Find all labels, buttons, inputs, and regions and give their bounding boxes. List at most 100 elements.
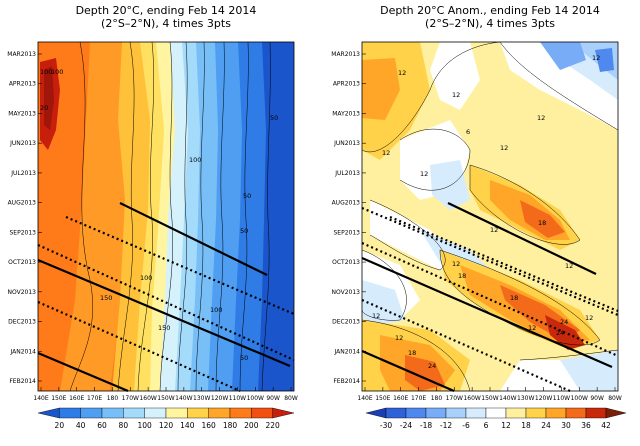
left-xtick-label: 150W: [157, 395, 174, 402]
right-dotted-line-4: [361, 206, 619, 317]
right-colorbar-swatch: [525, 407, 547, 419]
right-ytick-label: JAN2014: [333, 348, 360, 355]
left-xtick-label: 160E: [69, 395, 84, 402]
right-colorbar-swatch: [585, 407, 607, 419]
right-dotted-line-1: [389, 215, 619, 313]
left-ytick-label: NOV2013: [8, 289, 37, 296]
right-colorbar-label: 36: [581, 421, 591, 430]
right-ytick-label: JUN2013: [333, 140, 360, 147]
right-ytick-label: NOV2013: [332, 289, 361, 296]
left-clabel-7: 50: [270, 114, 278, 122]
left-colorbar-swatch: [208, 407, 231, 419]
right-clabel-18: 12: [585, 314, 593, 322]
right-colorbar-label: -12: [440, 421, 452, 430]
left-title-2: (2°S–2°N), 4 times 3pts: [101, 17, 231, 30]
left-ytick-label: JUL2013: [10, 170, 36, 177]
left-clabel-6: 100: [140, 274, 152, 282]
left-colorbar-label: 220: [266, 421, 281, 430]
right-dotted-line-3: [361, 241, 619, 358]
right-clabel-11: 18: [458, 272, 466, 280]
left-xtick-label: 90W: [266, 395, 280, 402]
left-ytick-label: SEP2013: [10, 229, 37, 236]
right-clabel-7: 12: [490, 226, 498, 234]
left-contours: [69, 42, 271, 391]
left-clabel-2: 150: [158, 324, 170, 332]
right-clabel-4: 12: [500, 144, 508, 152]
left-colorbar-swatch: [165, 407, 188, 419]
left-clabel-11: 20: [40, 104, 48, 112]
right-xtick-label: 140E: [357, 395, 372, 402]
left-xtick-label: 110W: [229, 395, 246, 402]
right-colorbar-swatch: [565, 407, 587, 419]
right-ytick-label: JUL2013: [334, 170, 360, 177]
right-colorbar-swatch: [405, 407, 427, 419]
left-title-1: Depth 20°C, ending Feb 14 2014: [76, 4, 257, 17]
left-clabel-1: 100: [210, 306, 222, 314]
right-clabel-8: 18: [538, 219, 546, 227]
right-ytick-label: APR2013: [333, 81, 360, 88]
right-xtick-label: 150E: [375, 395, 390, 402]
right-clabel-20: 24: [556, 329, 564, 337]
right-plot-area: [362, 42, 618, 391]
right-clabel-15: 24: [428, 362, 436, 370]
left-xtick-label: 160W: [139, 395, 156, 402]
right-clabel-17: 18: [408, 349, 416, 357]
left-clabel-8: 150: [100, 294, 112, 302]
left-panel: Depth 20°C, ending Feb 14 2014 (2°S–2°N)…: [7, 4, 298, 430]
left-colorbar-label: 120: [159, 421, 174, 430]
left-clabel-3: 50: [243, 192, 251, 200]
left-xtick-label: 140E: [33, 395, 48, 402]
right-colorbar-swatch: [445, 407, 467, 419]
right-xtick-label: 130W: [517, 395, 534, 402]
right-ytick-label: MAR2013: [331, 51, 360, 58]
right-colorbar-label: 6: [484, 421, 489, 430]
left-ytick-label: APR2013: [9, 81, 36, 88]
right-xtick-label: 140W: [499, 395, 516, 402]
right-title-1: Depth 20°C Anom., ending Feb 14 2014: [380, 4, 600, 17]
right-clabel-21: 12: [592, 54, 600, 62]
left-colorbar-swatch: [229, 407, 252, 419]
left-solid-line-2: [37, 258, 291, 368]
right-colorbar-swatch: [505, 407, 527, 419]
left-colorbar-label: 140: [180, 421, 195, 430]
right-solid-line-1: [447, 202, 597, 275]
right-panel: Depth 20°C Anom., ending Feb 14 2014 (2°…: [331, 4, 627, 430]
left-xtick-label: 170W: [122, 395, 139, 402]
right-ytick-label: DEC2013: [332, 319, 360, 326]
right-xtick-label: 100W: [571, 395, 588, 402]
left-colorbar-swatch: [272, 407, 295, 419]
left-clabel-9: 100: [40, 68, 52, 76]
right-colorbar-swatch: [465, 407, 487, 419]
left-x-axis: 140E 150E 160E 170E 180 170W 160W 150W 140W 130W 1…: [33, 387, 298, 402]
right-solid-line-2: [361, 256, 613, 369]
left-xtick-label: 180: [107, 395, 119, 402]
left-ytick-label: JAN2014: [9, 348, 36, 355]
right-ytick-label: FEB2014: [333, 378, 360, 385]
right-kelvin-lines: [361, 202, 619, 393]
left-colorbar-swatch: [59, 407, 81, 419]
right-colorbar-label: -30: [380, 421, 392, 430]
left-colorbar-swatch: [251, 407, 273, 419]
left-contour-labels: 100 100 150 50 50 50 100 50 150 100 100 …: [40, 68, 278, 362]
left-colorbar-swatch: [37, 407, 60, 419]
left-ytick-label: MAR2013: [7, 51, 36, 58]
right-clabel-3: 6: [466, 128, 470, 136]
left-clabel-5: 50: [240, 354, 248, 362]
left-xtick-label: 170E: [87, 395, 102, 402]
left-colorbar-swatch: [80, 407, 103, 419]
right-x-axis: 140E 150E 160E 170E 180 170W 160W 150W 140W 130W 1…: [357, 387, 622, 402]
right-clabel-16: 12: [395, 334, 403, 342]
left-colorbar-label: 80: [119, 421, 129, 430]
left-ytick-label: OCT2013: [8, 259, 36, 266]
right-clabel-5: 12: [420, 170, 428, 178]
right-xtick-label: 170W: [446, 395, 463, 402]
right-contour-labels: 12 12 12 6 12 12 12 12 18 12 12 18 24 18…: [372, 54, 600, 370]
right-colorbar-swatch: [485, 407, 507, 419]
left-colorbar-label: 180: [223, 421, 238, 430]
right-xtick-label: 80W: [608, 395, 622, 402]
right-clabel-19: 12: [528, 324, 536, 332]
right-colorbar-label: -6: [462, 421, 470, 430]
left-colorbar-swatch: [123, 407, 145, 419]
right-colorbar-swatch: [605, 407, 627, 419]
